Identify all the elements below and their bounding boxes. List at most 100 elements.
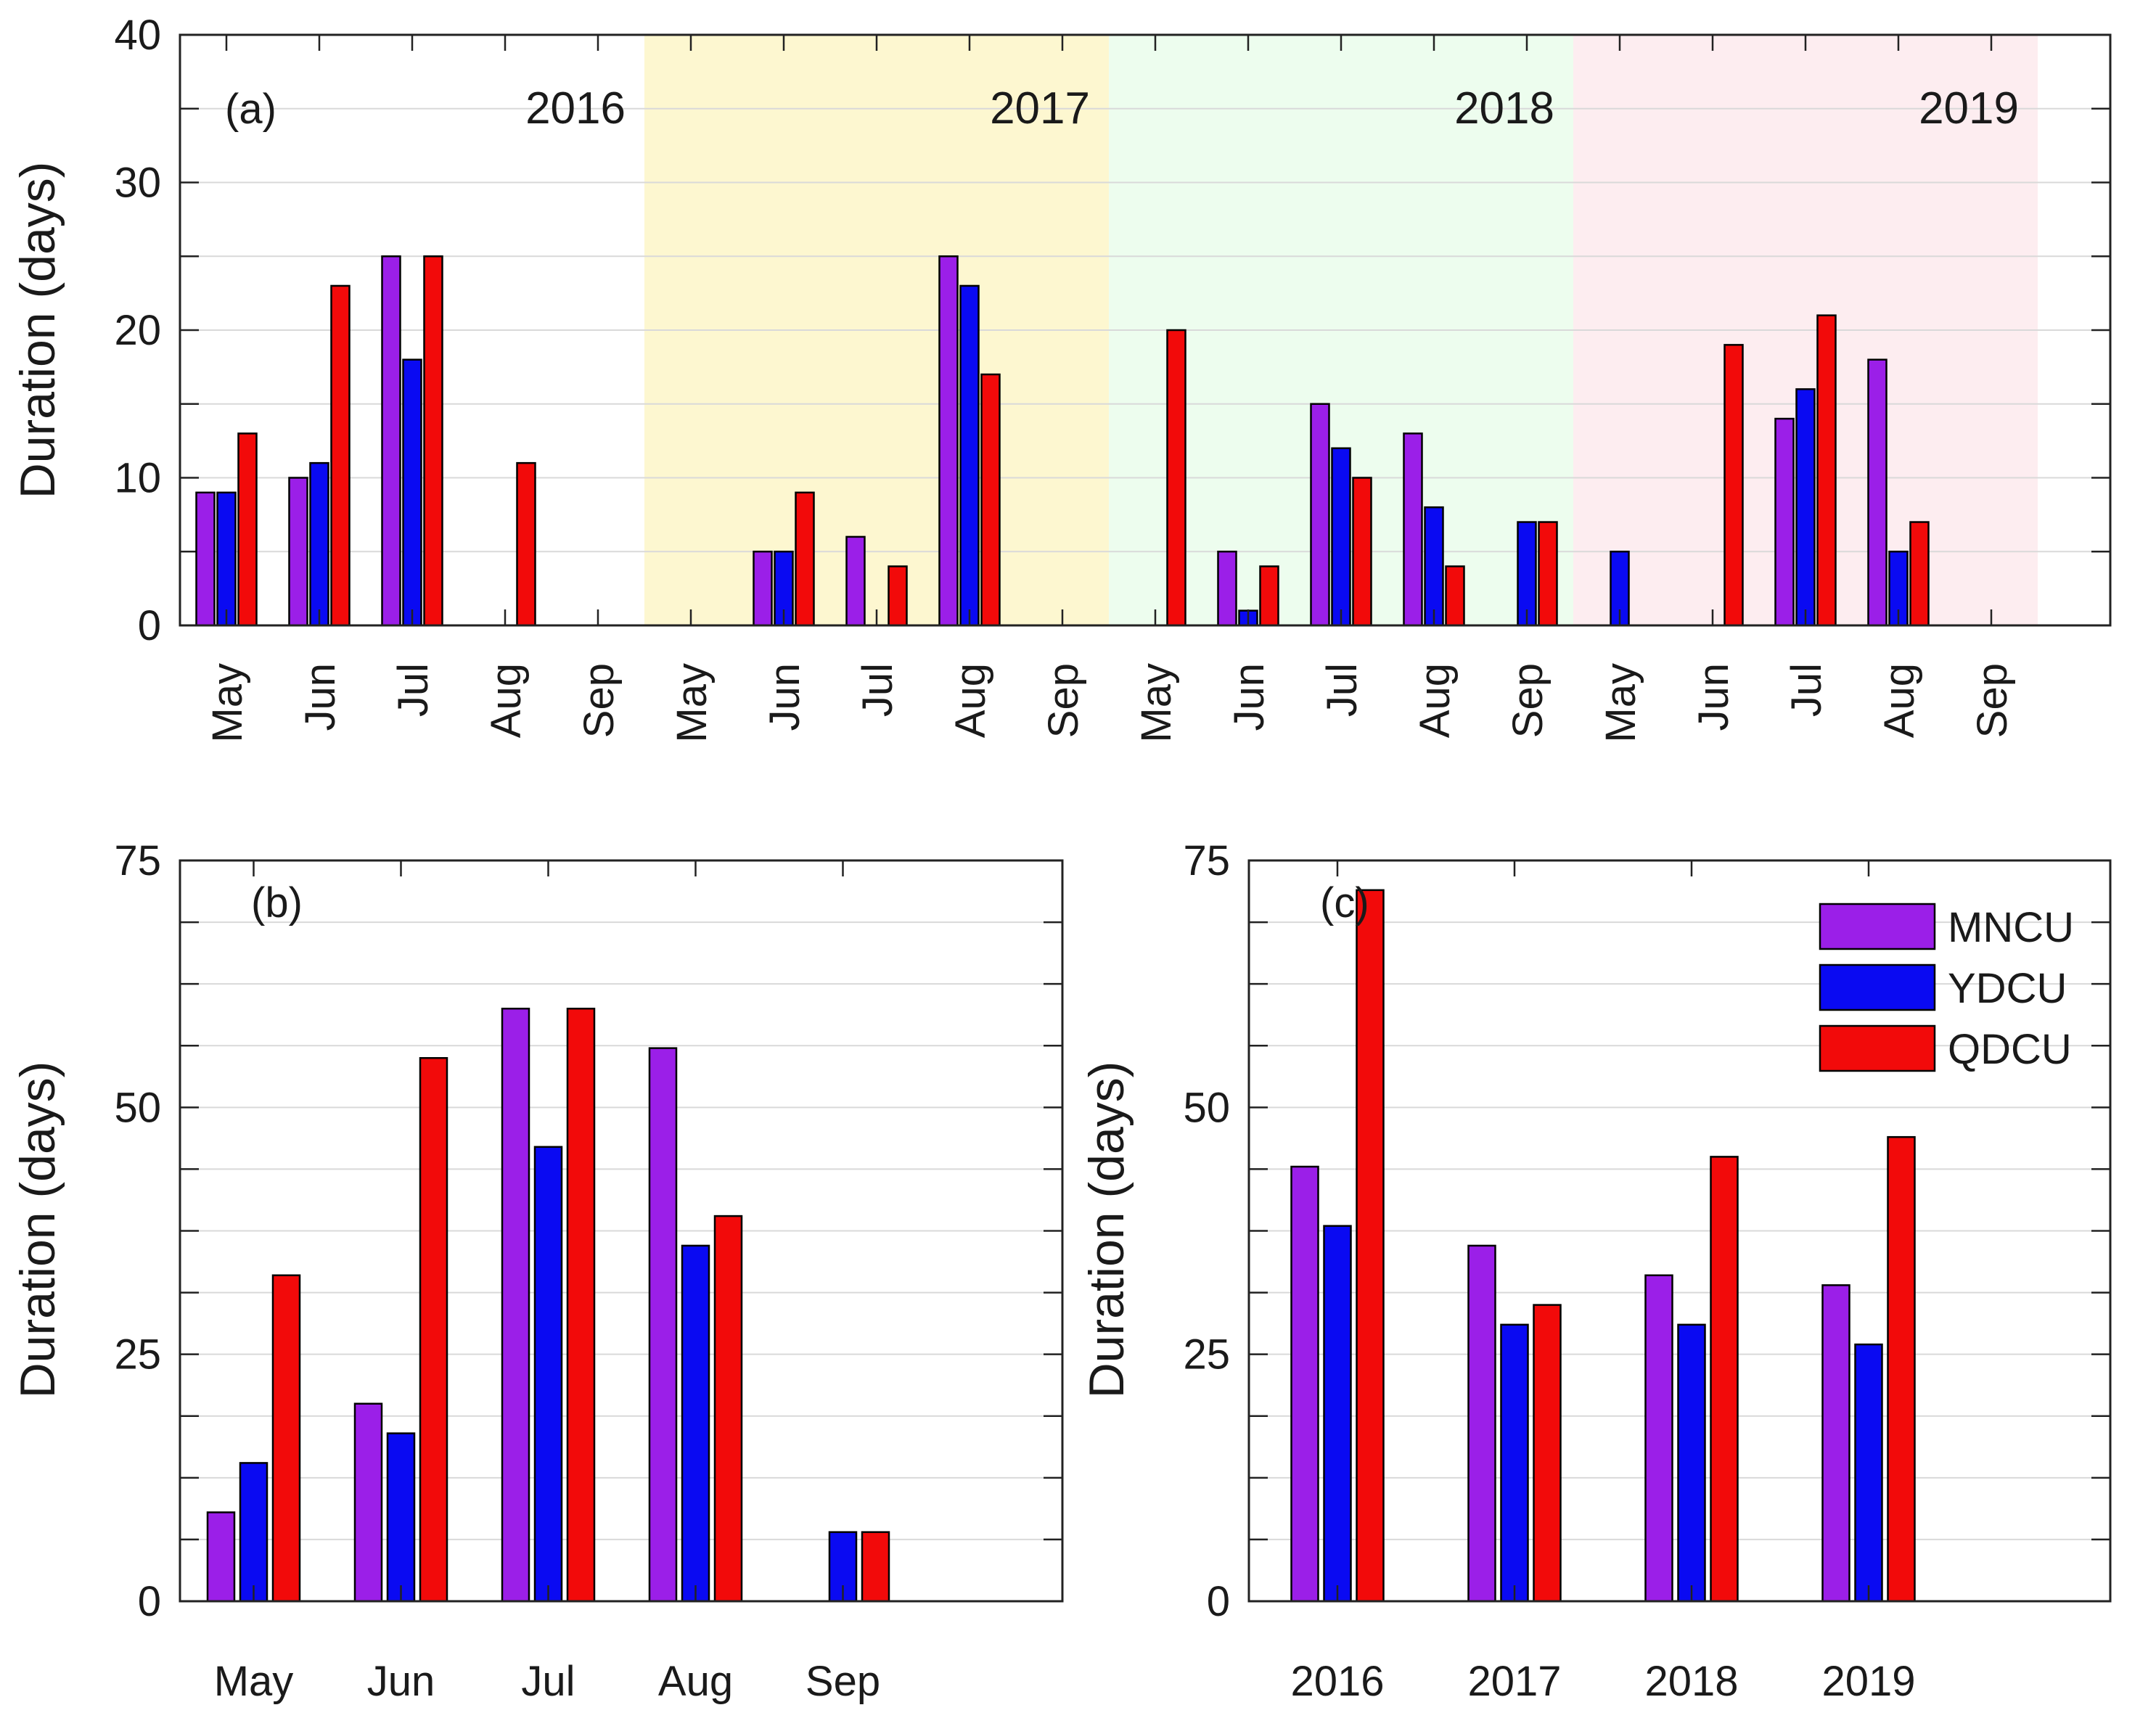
bar-mncu-jul [1310, 403, 1330, 627]
bar-qdcu-aug [713, 1215, 743, 1603]
axes-frame-c [1247, 859, 2112, 1603]
bar-qdcu-aug [980, 373, 1001, 627]
bar-ydcu-2017 [1500, 1323, 1529, 1603]
y-axis-title: Duration (days) [10, 162, 65, 499]
y-tick-label: 50 [114, 1084, 161, 1131]
bar-qdcu-2016 [1356, 889, 1385, 1603]
panel-a: 0 10 20 30 40 May Jun Jul Aug Sep May Jun Jul Aug Sep M… [10, 12, 2112, 743]
panel-c: 0 25 50 75 2016 2017 2018 2019 (c) Duration (days… [1079, 837, 2112, 1705]
bar-mncu-may [195, 491, 216, 627]
x-tick-label: May [214, 1658, 294, 1705]
panel-label-c: (c) [1320, 879, 1369, 926]
axes-frame-b [179, 859, 1064, 1603]
bar-ydcu-aug [959, 284, 980, 627]
y-axis-title: Duration (days) [10, 1061, 65, 1399]
bar-ydcu-sep [1517, 521, 1537, 627]
y-axis-title: Duration (days) [1079, 1061, 1134, 1399]
bar-qdcu-2019 [1887, 1135, 1916, 1603]
bar-ydcu-aug [681, 1244, 710, 1603]
bar-mncu-jun [753, 551, 773, 627]
bar-qdcu-jul [1816, 314, 1837, 627]
bar-qdcu-jul [888, 565, 908, 627]
bar-qdcu-sep [861, 1531, 890, 1603]
bar-qdcu-jun [1259, 565, 1279, 627]
x-tick-label: Jul [521, 1658, 575, 1705]
y-tick-label: 50 [1183, 1084, 1230, 1131]
x-tick-label: May [204, 663, 251, 743]
y-tick-label: 20 [114, 307, 161, 354]
bar-mncu-jul [501, 1007, 530, 1603]
x-tick-label: Jun [761, 663, 808, 731]
bar-ydcu-jul [1331, 447, 1351, 627]
bar-ydcu-may [1610, 551, 1630, 627]
y-tick-label: 30 [114, 160, 161, 207]
bar-qdcu-jul [566, 1007, 596, 1603]
bar-qdcu-aug [516, 461, 536, 627]
x-tick-label: 2018 [1644, 1658, 1738, 1705]
panel-b: 0 25 50 75 May Jun Jul Aug Sep (b) Duration (days) [10, 837, 1064, 1705]
bar-mncu-jun [288, 477, 308, 627]
x-tick-label: Jul [854, 663, 901, 717]
bar-qdcu-jun [330, 284, 351, 627]
bar-qdcu-jun [795, 491, 815, 627]
x-tick-label: Aug [1411, 663, 1459, 738]
x-tick-label: Jun [1690, 663, 1737, 731]
bar-mncu-jul [381, 255, 401, 627]
bar-ydcu-jun [386, 1432, 416, 1603]
legend-swatch-qdcu [1819, 1024, 1936, 1072]
y-tick-label: 10 [114, 455, 161, 502]
legend-swatch-mncu [1819, 903, 1936, 950]
x-tick-label: Jul [1319, 663, 1366, 717]
bar-mncu-aug [1867, 358, 1887, 627]
x-tick-label: Jul [390, 663, 437, 717]
bar-qdcu-jun [419, 1057, 448, 1603]
x-tick-label: 2016 [1290, 1658, 1384, 1705]
x-tick-label: Sep [575, 663, 623, 738]
y-tick-label: 0 [1207, 1578, 1230, 1625]
bar-ydcu-jul [402, 358, 422, 627]
bar-ydcu-jul [1795, 388, 1816, 627]
x-tick-label: May [668, 663, 716, 743]
grid-b [180, 859, 1062, 1603]
bar-qdcu-sep [1538, 521, 1558, 627]
bar-mncu-jul [845, 535, 866, 627]
x-tick-label: Sep [1504, 663, 1552, 738]
bars-b [206, 1007, 890, 1603]
x-tick-label: Aug [947, 663, 994, 738]
bar-qdcu-aug [1909, 521, 1930, 627]
bar-mncu-2018 [1644, 1274, 1673, 1603]
x-tick-label: Sep [1969, 663, 2016, 738]
axes-frame-a [179, 33, 2112, 627]
y-tick-label: 75 [114, 837, 161, 884]
bars-c [1290, 889, 1916, 1603]
panel-label-b: (b) [251, 879, 303, 926]
bar-qdcu-aug [1445, 565, 1465, 627]
x-tick-label: Jun [297, 663, 344, 731]
y-tick-label: 25 [1183, 1331, 1230, 1378]
bar-mncu-may [206, 1511, 236, 1603]
year-label-2017: 2017 [990, 83, 1090, 133]
x-tick-label: Jul [1783, 663, 1830, 717]
y-tick-label: 0 [138, 602, 161, 649]
legend-label-ydcu: YDCU [1948, 965, 2067, 1012]
year-label-2018: 2018 [1454, 83, 1554, 133]
bar-mncu-2019 [1821, 1284, 1850, 1603]
bar-qdcu-jul [1352, 477, 1372, 627]
bar-mncu-2016 [1290, 1165, 1319, 1603]
bar-ydcu-jun [309, 461, 329, 627]
x-tick-label: 2017 [1467, 1658, 1561, 1705]
y-tick-label: 75 [1183, 837, 1230, 884]
y-tick-label: 0 [138, 1578, 161, 1625]
bar-qdcu-2017 [1533, 1304, 1562, 1603]
x-tick-label: Jun [1226, 663, 1273, 731]
legend-label-qdcu: QDCU [1948, 1026, 2072, 1073]
bar-qdcu-jun [1723, 344, 1744, 627]
x-tick-label: 2019 [1821, 1658, 1915, 1705]
x-tick-label: Sep [806, 1658, 880, 1705]
bar-ydcu-2016 [1323, 1225, 1352, 1603]
bar-qdcu-may [1166, 329, 1186, 627]
bar-qdcu-may [271, 1274, 301, 1603]
x-tick-label: Aug [483, 663, 530, 738]
bar-mncu-jun [353, 1402, 383, 1603]
